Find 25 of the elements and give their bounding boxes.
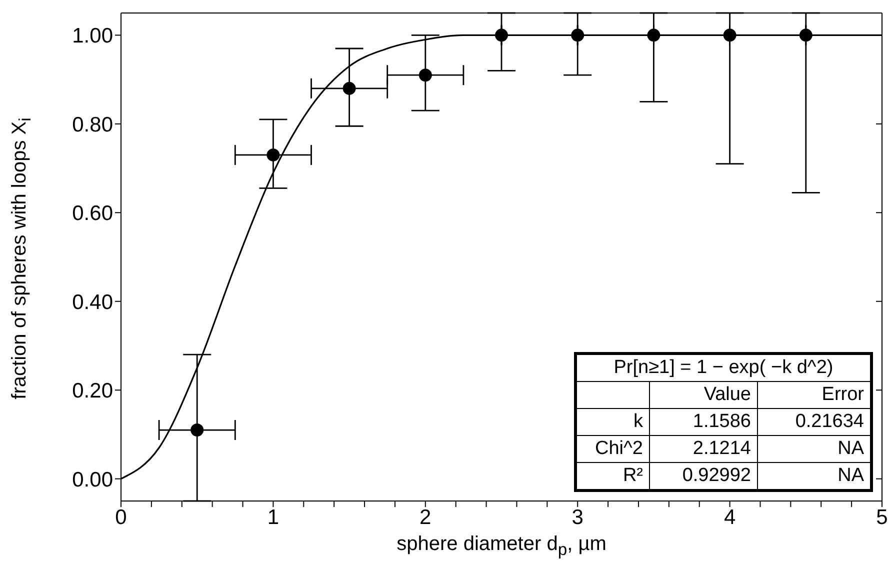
annotation: Pr[n≥1] = 1 − exp( −k d^2) xyxy=(576,354,872,382)
y-tick-label: 0.40 xyxy=(72,290,113,314)
annotation: NA xyxy=(758,436,872,462)
x-tick-label: 0 xyxy=(115,506,127,529)
y-tick-label: 0.80 xyxy=(72,113,113,136)
y-tick-label: 0.60 xyxy=(72,202,113,226)
x-axis-title: sphere diameter d$_{p}$, µm xyxy=(396,533,608,560)
y-tick-label: 0.20 xyxy=(72,380,113,403)
annotation: 1.1586 xyxy=(650,408,758,436)
y-tick-label: 1.00 xyxy=(72,24,113,48)
annotation: 2.1214 xyxy=(650,436,758,462)
annotation: 0.21634 xyxy=(758,408,872,436)
x-tick-label: 1 xyxy=(267,506,280,529)
annotation: 0.92992 xyxy=(650,462,758,490)
x-tick-label: 2 xyxy=(420,506,432,529)
x-tick-label: 3 xyxy=(572,506,584,529)
annotation: k xyxy=(576,408,650,436)
annotation: Value xyxy=(650,382,758,408)
annotation: NA xyxy=(758,462,872,490)
annotation: Chi^2 xyxy=(576,436,650,462)
annotation: R² xyxy=(576,462,650,490)
annotation: Error xyxy=(758,382,872,408)
x-tick-label: 5 xyxy=(876,506,888,529)
x-tick-label: 4 xyxy=(724,506,736,529)
y-tick-label: 0.00 xyxy=(72,468,113,492)
